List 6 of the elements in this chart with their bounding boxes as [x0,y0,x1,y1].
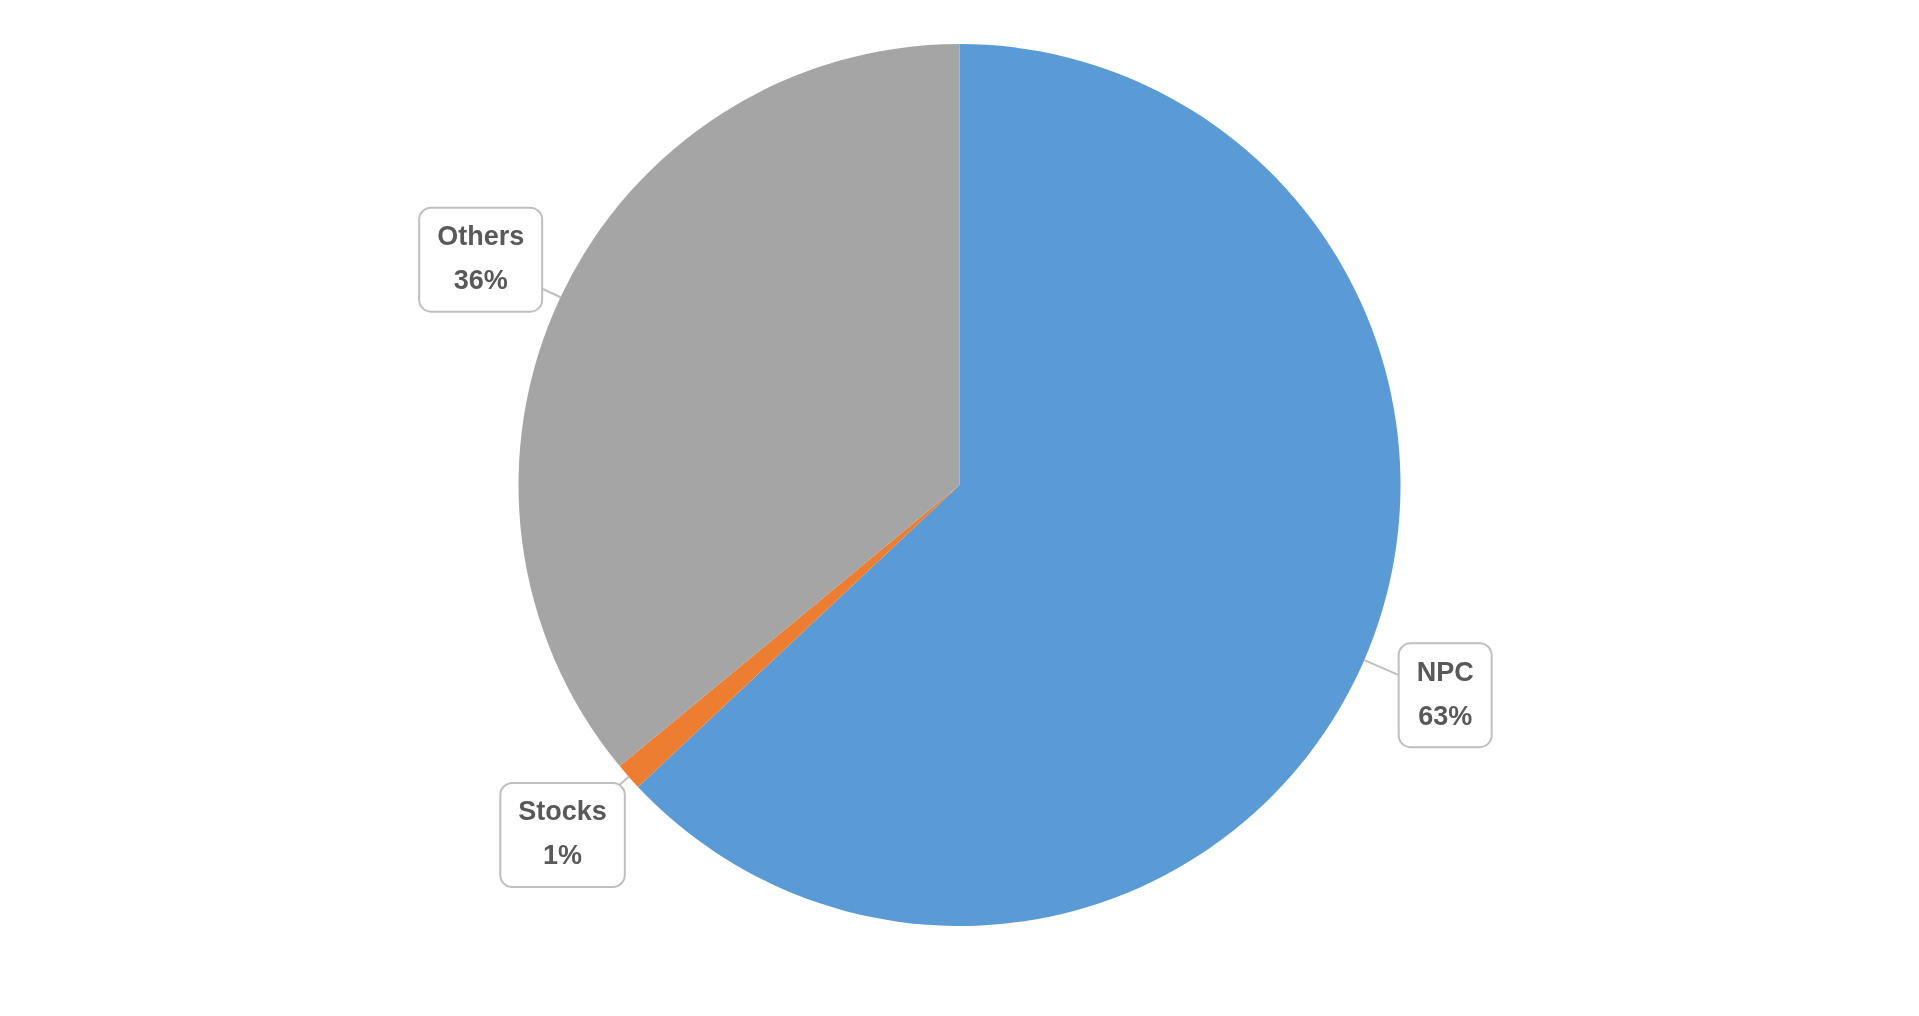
data-label: 63% [1418,700,1473,731]
data-label: 1% [543,840,583,871]
slice-label: Stocks [518,796,607,827]
slice-label: Others [437,221,525,252]
slice-label: NPC [1416,656,1474,687]
data-label: 36% [453,265,508,296]
